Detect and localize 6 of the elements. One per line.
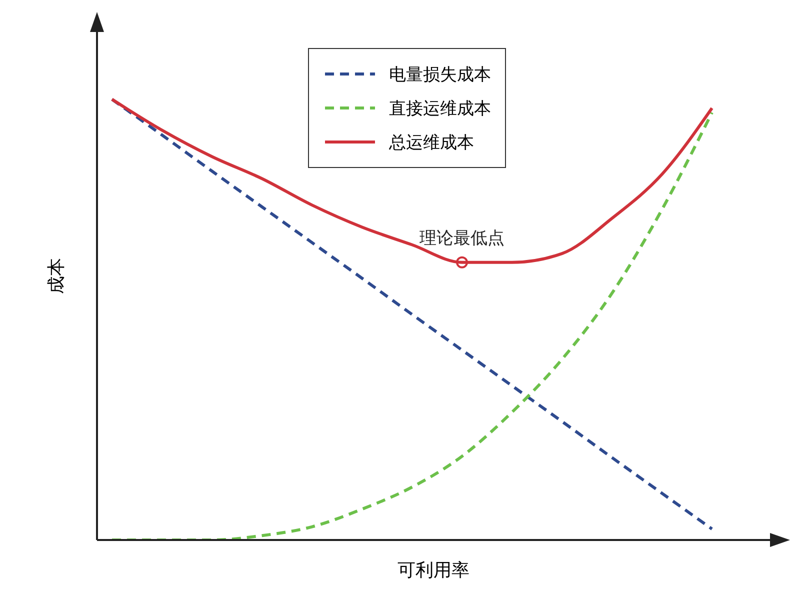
annotation: 理论最低点: [420, 228, 504, 248]
legend-label: 直接运维成本: [389, 98, 491, 120]
legend-label: 总运维成本: [389, 132, 474, 154]
x-axis-title: 可利用率: [396, 559, 470, 582]
y-axis-title: 成本: [45, 258, 68, 294]
legend-label: 电量损失成本: [389, 64, 491, 86]
